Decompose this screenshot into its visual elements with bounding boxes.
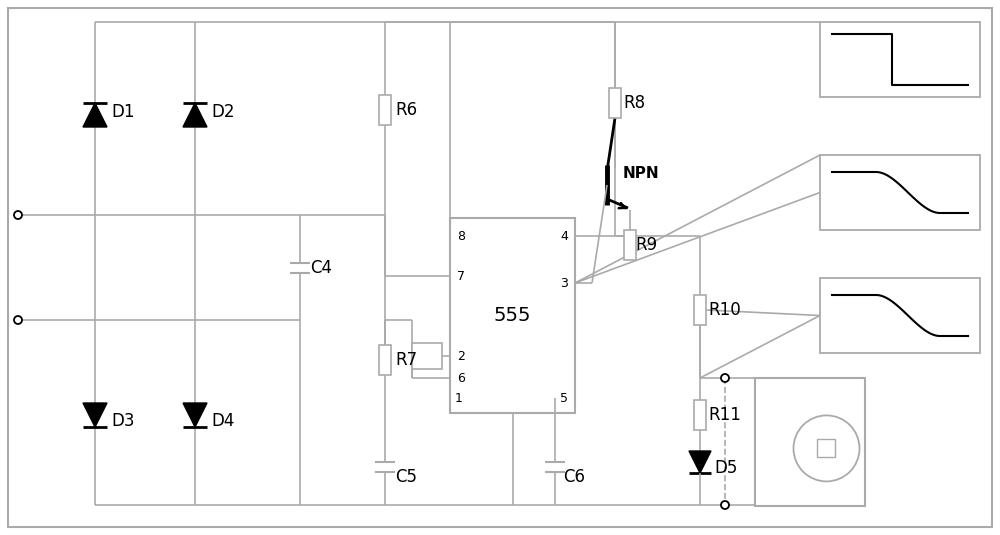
Bar [379, 345, 391, 375]
Text: 2: 2 [457, 349, 465, 363]
Text: R9: R9 [635, 236, 657, 254]
Bar [694, 400, 706, 430]
Bar [817, 439, 835, 457]
Bar [379, 95, 391, 125]
Text: R8: R8 [623, 94, 645, 112]
Text: 5: 5 [560, 392, 568, 404]
Circle shape [721, 374, 729, 382]
Text: D4: D4 [211, 412, 234, 430]
Bar [412, 343, 442, 369]
Text: R6: R6 [395, 101, 417, 119]
Text: R7: R7 [395, 351, 417, 369]
Text: 8: 8 [457, 230, 465, 242]
Text: 555: 555 [494, 306, 531, 325]
Polygon shape [183, 103, 207, 127]
Circle shape [14, 316, 22, 324]
Polygon shape [183, 403, 207, 427]
Text: D2: D2 [211, 103, 235, 121]
Bar [450, 218, 575, 413]
Bar [820, 22, 980, 97]
Polygon shape [83, 403, 107, 427]
Bar [820, 278, 980, 353]
Text: D5: D5 [714, 459, 737, 477]
Circle shape [721, 501, 729, 509]
Text: R11: R11 [708, 406, 741, 424]
Text: 3: 3 [560, 277, 568, 289]
Text: D3: D3 [111, 412, 135, 430]
Bar [624, 230, 636, 260]
Text: R10: R10 [708, 301, 741, 319]
Text: C6: C6 [563, 468, 585, 486]
Circle shape [14, 211, 22, 219]
Text: 6: 6 [457, 371, 465, 385]
Polygon shape [83, 103, 107, 127]
Bar [609, 88, 621, 118]
Bar [755, 378, 865, 506]
Text: 1: 1 [455, 392, 463, 404]
Polygon shape [689, 451, 711, 473]
Text: C5: C5 [395, 468, 417, 486]
Text: 7: 7 [457, 270, 465, 282]
Text: D1: D1 [111, 103, 135, 121]
Bar [820, 155, 980, 230]
Text: NPN: NPN [623, 165, 660, 180]
Bar [694, 295, 706, 325]
Text: 4: 4 [560, 230, 568, 242]
Text: C4: C4 [310, 259, 332, 277]
Circle shape [793, 415, 860, 482]
